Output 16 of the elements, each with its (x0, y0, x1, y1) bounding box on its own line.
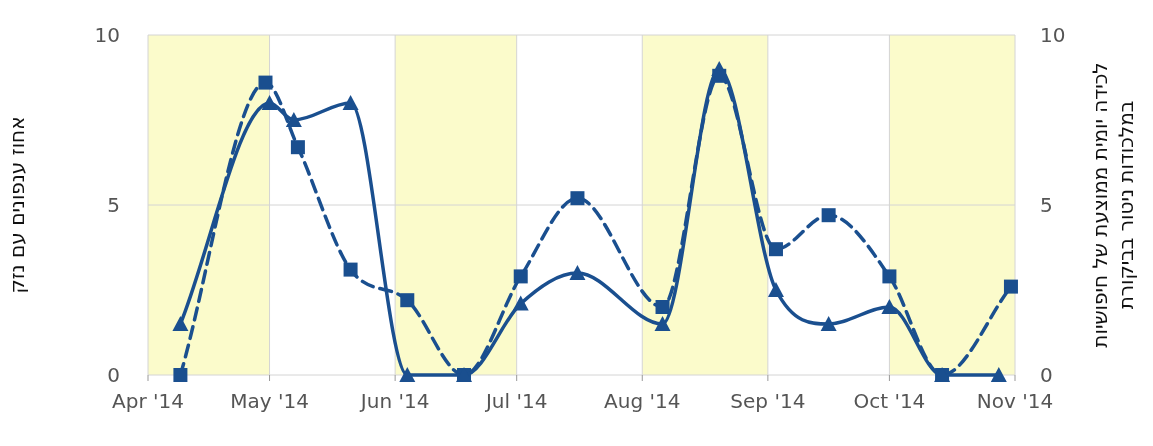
y2-tick-label: 5 (1040, 193, 1053, 217)
x-tick-label: Sep '14 (730, 389, 806, 413)
x-tick-label: Apr '14 (112, 389, 184, 413)
x-tick-label: Oct '14 (853, 389, 926, 413)
y-tick-label: 0 (107, 363, 120, 387)
y2-tick-label: 0 (1040, 363, 1053, 387)
y2-axis-title: לכידה יומית ממוצעת של חיפושיות במלכודות ניטור בביקורת (1087, 62, 1138, 348)
y-axis-title: אחוז ענפונים עם נזק (4, 116, 29, 294)
y2-tick-label: 10 (1040, 23, 1066, 47)
y-tick-label: 5 (107, 193, 120, 217)
y-tick-label: 10 (94, 23, 120, 47)
x-tick-label: Aug '14 (604, 389, 681, 413)
x-tick-label: May '14 (230, 389, 309, 413)
x-tick-label: Jul '14 (483, 389, 548, 413)
x-tick-label: Jun '14 (358, 389, 430, 413)
x-tick-label: Nov '14 (976, 389, 1054, 413)
